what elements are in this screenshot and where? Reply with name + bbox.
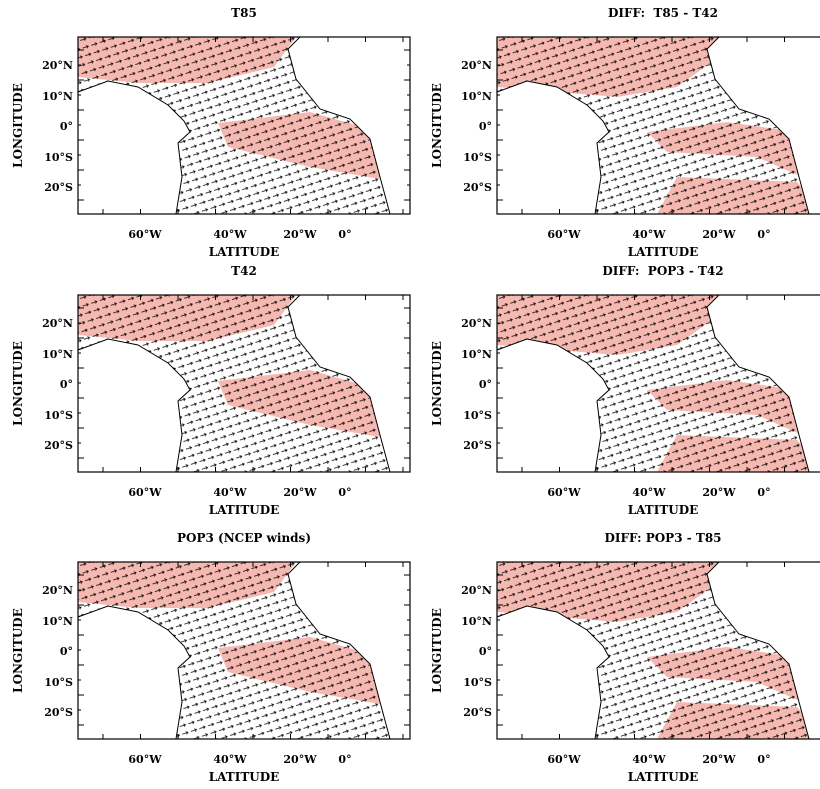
x-tick-label: 60°W xyxy=(547,486,581,499)
panel: DIFF: T85 - T42 60°W 40°W 20°W 0° 20°N 10°N 0° 1… xyxy=(430,6,820,259)
x-tick-label: 60°W xyxy=(547,228,581,241)
y-tick-label: 10°N xyxy=(461,348,492,361)
panel-title: DIFF: T85 - T42 xyxy=(608,6,718,20)
x-tick-label: 60°W xyxy=(547,753,581,766)
x-tick-label: 60°W xyxy=(128,228,162,241)
y-tick-label: 20°S xyxy=(44,706,73,719)
x-tick-label: 20°W xyxy=(702,228,736,241)
y-axis-label: LONGITUDE xyxy=(11,83,25,168)
y-tick-label: 20°N xyxy=(461,59,492,72)
panel-title: DIFF: POP3 - T85 xyxy=(604,531,721,545)
y-tick-label: 20°N xyxy=(42,584,73,597)
panel: T42 60°W 40°W 20°W 0° 20°N 10°N 0° 10°S 20°S LATIT… xyxy=(11,264,410,517)
y-axis-label: LONGITUDE xyxy=(430,341,444,426)
y-tick-label: 0° xyxy=(479,120,492,133)
x-tick-label: 40°W xyxy=(213,486,247,499)
y-axis-label: LONGITUDE xyxy=(430,608,444,693)
y-tick-label: 0° xyxy=(60,120,73,133)
x-tick-label: 0° xyxy=(338,228,351,241)
y-tick-label: 10°S xyxy=(463,151,492,164)
y-tick-label: 0° xyxy=(479,645,492,658)
y-tick-label: 10°N xyxy=(461,615,492,628)
y-tick-label: 20°S xyxy=(44,439,73,452)
y-tick-label: 10°S xyxy=(44,409,73,422)
figure: T85 60°W 40°W 20°W 0° 20°N 10°N 0° 10°S 20°S LATIT… xyxy=(0,0,820,785)
x-axis-label: LATITUDE xyxy=(209,245,280,259)
y-tick-label: 10°N xyxy=(42,348,73,361)
y-tick-label: 0° xyxy=(60,378,73,391)
y-axis-label: LONGITUDE xyxy=(11,608,25,693)
y-axis-label: LONGITUDE xyxy=(11,341,25,426)
x-tick-label: 60°W xyxy=(128,486,162,499)
x-tick-label: 60°W xyxy=(128,753,162,766)
x-tick-label: 0° xyxy=(757,753,770,766)
x-tick-label: 0° xyxy=(338,753,351,766)
panel: T85 60°W 40°W 20°W 0° 20°N 10°N 0° 10°S 20°S LATIT… xyxy=(11,6,410,259)
y-tick-label: 20°N xyxy=(461,584,492,597)
x-axis-label: LATITUDE xyxy=(628,245,699,259)
x-tick-label: 40°W xyxy=(213,228,247,241)
x-tick-label: 40°W xyxy=(213,753,247,766)
x-tick-label: 40°W xyxy=(632,228,666,241)
y-tick-label: 20°S xyxy=(463,706,492,719)
y-tick-label: 20°S xyxy=(44,181,73,194)
y-tick-label: 10°N xyxy=(42,90,73,103)
panel: DIFF: POP3 - T85 60°W 40°W 20°W 0° 20°N 10°N 0°… xyxy=(430,531,820,784)
y-tick-label: 10°S xyxy=(463,409,492,422)
y-tick-label: 20°N xyxy=(42,317,73,330)
y-tick-label: 10°S xyxy=(44,151,73,164)
x-tick-label: 0° xyxy=(338,486,351,499)
y-tick-label: 20°S xyxy=(463,439,492,452)
x-tick-label: 20°W xyxy=(283,228,317,241)
x-tick-label: 20°W xyxy=(702,753,736,766)
y-tick-label: 10°S xyxy=(463,676,492,689)
x-tick-label: 20°W xyxy=(283,486,317,499)
x-tick-label: 20°W xyxy=(702,486,736,499)
y-tick-label: 20°N xyxy=(42,59,73,72)
x-tick-label: 40°W xyxy=(632,753,666,766)
x-axis-label: LATITUDE xyxy=(209,503,280,517)
y-tick-label: 0° xyxy=(479,378,492,391)
panel-title: DIFF: POP3 - T42 xyxy=(602,264,723,278)
x-tick-label: 0° xyxy=(757,228,770,241)
panel-title: T85 xyxy=(231,6,257,20)
x-tick-label: 0° xyxy=(757,486,770,499)
y-tick-label: 10°N xyxy=(42,615,73,628)
panel-title: POP3 (NCEP winds) xyxy=(177,531,311,545)
panel: DIFF: POP3 - T42 60°W 40°W 20°W 0° 20°N 10°N 0°… xyxy=(430,264,820,517)
x-tick-label: 40°W xyxy=(632,486,666,499)
panel-title: T42 xyxy=(231,264,257,278)
y-tick-label: 10°N xyxy=(461,90,492,103)
y-tick-label: 10°S xyxy=(44,676,73,689)
y-tick-label: 20°N xyxy=(461,317,492,330)
x-axis-label: LATITUDE xyxy=(628,770,699,784)
x-tick-label: 20°W xyxy=(283,753,317,766)
x-axis-label: LATITUDE xyxy=(209,770,280,784)
panel: POP3 (NCEP winds) 60°W 40°W 20°W 0° 20°N 10°N 0… xyxy=(11,531,410,784)
y-tick-label: 0° xyxy=(60,645,73,658)
y-tick-label: 20°S xyxy=(463,181,492,194)
x-axis-label: LATITUDE xyxy=(628,503,699,517)
y-axis-label: LONGITUDE xyxy=(430,83,444,168)
